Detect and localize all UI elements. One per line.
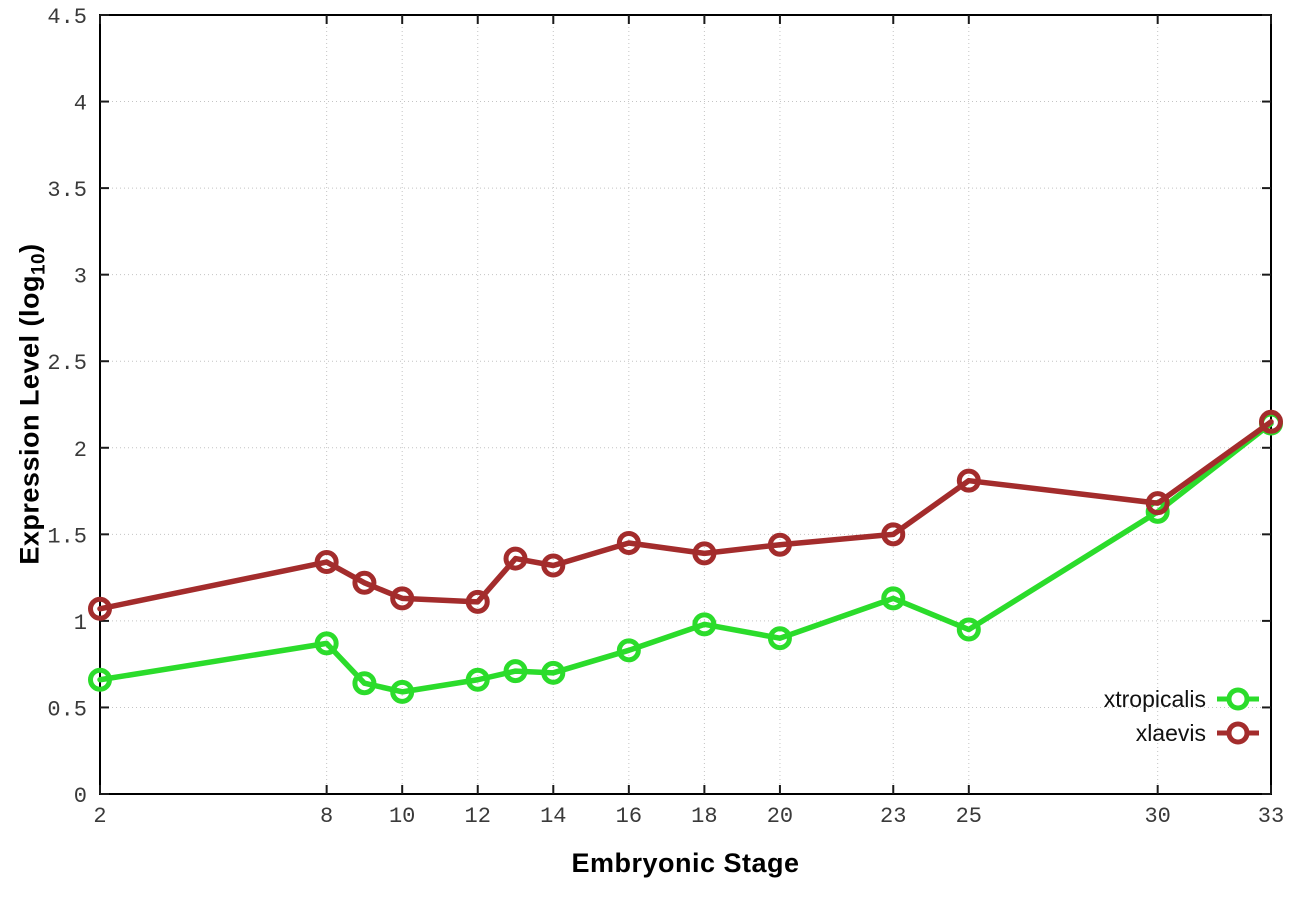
data-point-xlaevis: [1145, 491, 1170, 516]
y-axis-title-suffix: ): [14, 243, 45, 253]
data-point-xtropicalis: [390, 679, 415, 704]
data-point-xlaevis: [390, 586, 415, 611]
y-tick-label: 1: [74, 611, 87, 636]
data-point-xlaevis: [314, 550, 339, 575]
y-axis-title: Expression Level (log10): [14, 243, 50, 565]
data-point-xlaevis: [1259, 409, 1283, 434]
data-point-xlaevis: [541, 553, 566, 578]
data-point-xtropicalis: [881, 586, 906, 611]
data-point-xtropicalis: [767, 626, 792, 651]
series-line-xlaevis: [97, 419, 1274, 612]
data-point-xtropicalis: [541, 660, 566, 685]
data-point-xlaevis: [503, 546, 528, 571]
y-axis-title-text: Expression Level (log: [14, 275, 45, 565]
y-tick-label: 1.5: [47, 524, 87, 549]
legend-sample-icon: [1217, 721, 1259, 745]
x-tick-label: 16: [616, 804, 642, 829]
data-point-xlaevis: [465, 589, 490, 614]
legend-item-xtropicalis: xtropicalis: [1104, 684, 1260, 714]
x-tick-label: 30: [1144, 804, 1170, 829]
data-point-xtropicalis: [503, 659, 528, 684]
data-point-xtropicalis: [692, 612, 717, 637]
plot-border: [99, 14, 1272, 795]
y-tick-label: 2.5: [47, 351, 87, 376]
x-axis-title: Embryonic Stage: [100, 848, 1271, 879]
data-point-xlaevis: [881, 522, 906, 547]
y-tick-label: 0.5: [47, 697, 87, 722]
x-tick-label: 14: [540, 804, 566, 829]
data-point-xtropicalis: [352, 671, 377, 696]
x-tick-label: 10: [389, 804, 415, 829]
y-tick-label: 4.5: [47, 5, 87, 30]
data-point-xtropicalis: [314, 631, 339, 656]
x-tick-label: 12: [465, 804, 491, 829]
data-point-xtropicalis: [88, 667, 112, 692]
y-tick-label: 3.5: [47, 178, 87, 203]
legend-label-xlaevis: xlaevis: [1135, 719, 1206, 746]
y-tick-label: 2: [74, 438, 87, 463]
y-tick-label: 3: [74, 265, 87, 290]
x-tick-label: 23: [880, 804, 906, 829]
y-axis-title-subscript: 10: [28, 252, 50, 276]
x-tick-label: 25: [956, 804, 982, 829]
data-point-xlaevis: [352, 570, 377, 595]
data-point-xtropicalis: [616, 638, 641, 663]
legend-sample-icon: [1217, 687, 1259, 711]
data-point-xtropicalis: [956, 617, 981, 642]
data-point-xlaevis: [692, 541, 717, 566]
x-tick-label: 20: [767, 804, 793, 829]
legend-item-xlaevis: xlaevis: [1136, 718, 1260, 748]
x-tick-label: 2: [93, 804, 106, 829]
x-tick-label: 18: [691, 804, 717, 829]
x-axis-title-text: Embryonic Stage: [571, 848, 800, 878]
data-point-xlaevis: [616, 530, 641, 555]
x-tick-label: 33: [1258, 804, 1284, 829]
legend: xtropicalis xlaevis: [1104, 684, 1260, 748]
x-tick-label: 8: [320, 804, 333, 829]
y-tick-label: 0: [74, 784, 87, 809]
series-line-xtropicalis: [97, 420, 1274, 695]
data-point-xlaevis: [956, 468, 981, 493]
y-tick-label: 4: [74, 92, 87, 117]
data-point-xlaevis: [88, 596, 112, 621]
data-point-xtropicalis: [465, 667, 490, 692]
legend-label-xtropicalis: xtropicalis: [1103, 685, 1206, 712]
data-point-xlaevis: [767, 532, 792, 557]
